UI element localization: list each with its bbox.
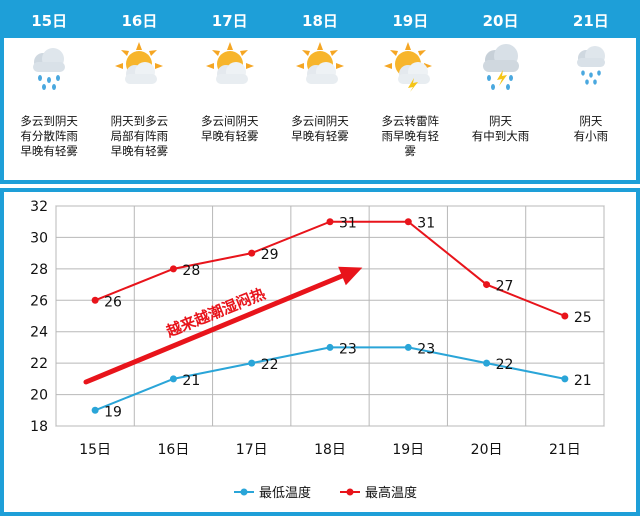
- x-tick-label: 15日: [79, 442, 111, 458]
- panel-gap: [0, 184, 640, 190]
- forecast-day: 阴天 有小雨: [546, 38, 636, 180]
- forecast-desc: 多云到阴天 有分散阵雨 早晚有轻雾: [20, 114, 78, 158]
- data-point-high: [326, 218, 334, 226]
- trend-arrow: [83, 273, 345, 385]
- x-tick-label: 16日: [158, 442, 190, 458]
- date-label-18: 18日: [302, 12, 338, 30]
- x-tick-label: 20日: [471, 442, 503, 458]
- sun-thunder-icon: [384, 42, 433, 92]
- sun-cloud-icon: [115, 42, 164, 84]
- data-point-low: [483, 359, 491, 367]
- data-label-high: 27: [496, 279, 514, 295]
- forecast-desc: 阴天 有小雨: [573, 114, 609, 143]
- x-tick-label: 17日: [236, 442, 268, 458]
- legend-label: 最高温度: [365, 485, 417, 501]
- forecast-date-strip: 15日 16日 17日 18日 19日 20日 21日: [4, 4, 636, 38]
- forecast-day: 阴天到多云 局部有阵雨 早晚有轻雾: [94, 38, 184, 180]
- data-point-high: [169, 265, 177, 273]
- forecast-panel: 15日 16日 17日 18日 19日 20日 21日 多云到阴天 有分散阵雨 …: [0, 0, 640, 184]
- forecast-desc: 阴天 有中到大雨: [471, 114, 530, 143]
- date-label-17: 17日: [211, 12, 248, 30]
- temperature-chart-panel: 18 20 22 24 26 28 30 32 15日 16日 17日 18日 19日 20日 21日 越…: [0, 188, 640, 516]
- x-axis-ticks: 15日 16日 17日 18日 19日 20日 21日: [79, 442, 581, 458]
- data-label-low: 22: [261, 357, 279, 373]
- x-tick-label: 18日: [314, 442, 346, 458]
- forecast-day: 阴天 有中到大雨: [455, 38, 545, 180]
- forecast-day: 多云到阴天 有分散阵雨 早晚有轻雾: [4, 38, 94, 180]
- data-point-low: [326, 343, 334, 351]
- forecast-days: 多云到阴天 有分散阵雨 早晚有轻雾 阴天到多云 局部有阵雨 早晚有轻雾 多云间阴…: [4, 38, 636, 180]
- date-label-15: 15日: [31, 12, 68, 30]
- data-label-low: 23: [417, 341, 435, 357]
- y-tick-label: 26: [30, 293, 48, 309]
- data-label-high: 25: [574, 310, 592, 326]
- date-label-21: 21日: [572, 12, 609, 30]
- y-tick-label: 22: [30, 356, 48, 372]
- y-tick-label: 32: [30, 199, 48, 215]
- data-point-low: [91, 406, 99, 414]
- thunder-rain-icon: [482, 44, 519, 90]
- series-points: [91, 218, 569, 414]
- data-point-low: [248, 359, 256, 367]
- data-label-low: 19: [104, 404, 122, 420]
- forecast-desc: 多云间阴天 早晚有轻雾: [291, 114, 349, 143]
- date-label-19: 19日: [392, 12, 429, 30]
- data-label-high: 31: [417, 216, 435, 232]
- data-label-low: 23: [339, 341, 357, 357]
- forecast-day: 多云间阴天 早晚有轻雾: [275, 38, 365, 180]
- data-point-high: [91, 296, 99, 304]
- data-point-low: [561, 375, 569, 383]
- data-point-low: [404, 343, 412, 351]
- forecast-desc: 阴天到多云 局部有阵雨 早晚有轻雾: [110, 114, 169, 158]
- data-label-low: 21: [182, 373, 200, 389]
- cloud-rain-icon: [33, 48, 66, 90]
- x-tick-label: 21日: [549, 442, 581, 458]
- forecast-desc: 多云间阴天 早晚有轻雾: [200, 114, 259, 143]
- cloud-light-rain-icon: [576, 46, 605, 85]
- y-tick-label: 20: [30, 388, 48, 404]
- y-tick-label: 30: [30, 230, 48, 246]
- data-label-high: 26: [104, 294, 122, 310]
- data-label-low: 22: [496, 357, 514, 373]
- legend: 最低温度 最高温度: [234, 485, 417, 501]
- y-tick-label: 18: [30, 419, 48, 435]
- forecast-day: 多云转雷阵 雨早晚有轻 雾: [365, 38, 455, 180]
- data-point-high: [248, 249, 256, 257]
- date-label-16: 16日: [121, 12, 158, 30]
- data-label-low: 21: [574, 373, 592, 389]
- data-point-high: [483, 281, 491, 289]
- y-tick-label: 28: [30, 262, 48, 278]
- data-point-high: [404, 218, 412, 226]
- legend-label: 最低温度: [259, 485, 311, 501]
- date-label-20: 20日: [482, 12, 519, 30]
- y-tick-label: 24: [30, 325, 48, 341]
- legend-swatch-dot: [346, 488, 354, 496]
- data-labels: 19 21 22 23 23 22 21 26 28 29 31 31 27 25: [104, 216, 592, 421]
- data-label-high: 31: [339, 216, 357, 232]
- sun-cloud-icon: [205, 42, 254, 84]
- forecast-day: 多云间阴天 早晚有轻雾: [185, 38, 275, 180]
- legend-swatch-dot: [240, 488, 248, 496]
- data-label-high: 28: [182, 263, 200, 279]
- data-point-low: [169, 375, 177, 383]
- sun-cloud-icon: [295, 42, 344, 84]
- trend-arrow-head: [338, 266, 363, 286]
- x-tick-label: 19日: [392, 442, 424, 458]
- forecast-desc: 多云转雷阵 雨早晚有轻 雾: [381, 114, 440, 158]
- data-point-high: [561, 312, 569, 320]
- y-axis-ticks: 18 20 22 24 26 28 30 32: [30, 199, 48, 435]
- data-label-high: 29: [261, 247, 279, 263]
